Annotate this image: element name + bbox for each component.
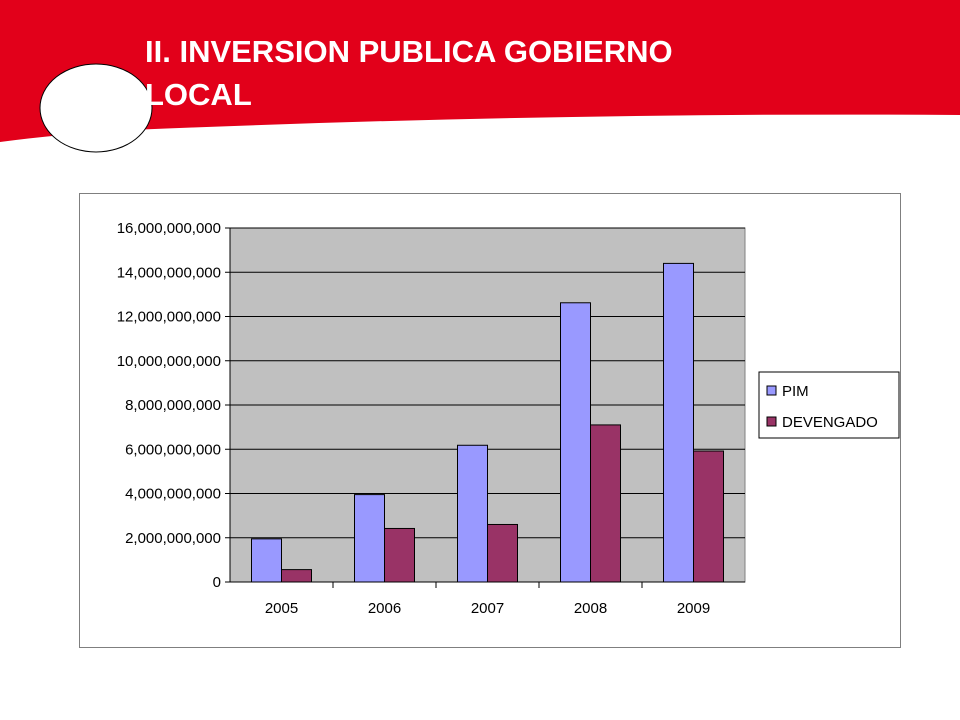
y-tick-label: 4,000,000,000: [125, 486, 221, 503]
legend-box: [758, 371, 900, 439]
bar-devengado-2006: [384, 527, 415, 583]
legend-label-devengado: DEVENGADO: [782, 414, 878, 431]
legend-swatch-devengado: [766, 416, 777, 427]
legend-label-pim: PIM: [782, 383, 809, 400]
y-tick-label: 10,000,000,000: [117, 353, 221, 370]
chart-frame: 0 2,000,000,000 4,000,000,000 6,000,000,000…: [79, 193, 901, 648]
title-banner: [0, 0, 960, 153]
bar-pim-2007: [457, 444, 488, 583]
bar-devengado-2005: [281, 569, 312, 583]
banner-shape: [0, 0, 960, 142]
bar-devengado-2007: [487, 523, 518, 583]
y-tick-label: 6,000,000,000: [125, 441, 221, 458]
y-tick-label: 8,000,000,000: [125, 397, 221, 414]
y-tick-label: 12,000,000,000: [117, 309, 221, 326]
slide-title: II. INVERSION PUBLICA GOBIERNO LOCAL: [145, 30, 845, 116]
slide-title-line2: LOCAL: [145, 77, 252, 112]
x-tick-label: 2007: [471, 600, 504, 617]
x-tick-label: 2009: [677, 600, 710, 617]
x-tick-label: 2008: [574, 600, 607, 617]
y-tick-label: 2,000,000,000: [125, 530, 221, 547]
x-tick-label: 2006: [368, 600, 401, 617]
y-tick-label: 14,000,000,000: [117, 264, 221, 281]
x-tick-label: 2005: [265, 600, 298, 617]
y-tick-label: 16,000,000,000: [117, 220, 221, 237]
legend-swatch-pim: [766, 385, 777, 396]
bar-pim-2006: [354, 494, 385, 583]
bar-pim-2005: [251, 538, 282, 583]
logo-oval: [39, 63, 153, 153]
slide-title-line1: II. INVERSION PUBLICA GOBIERNO: [145, 34, 673, 69]
y-tick-label: 0: [213, 574, 221, 591]
bar-pim-2009: [663, 262, 694, 583]
bar-pim-2008: [560, 302, 591, 583]
bar-devengado-2009: [693, 450, 724, 583]
bar-devengado-2008: [590, 424, 621, 583]
bar-chart: 0 2,000,000,000 4,000,000,000 6,000,000,000…: [117, 220, 900, 617]
